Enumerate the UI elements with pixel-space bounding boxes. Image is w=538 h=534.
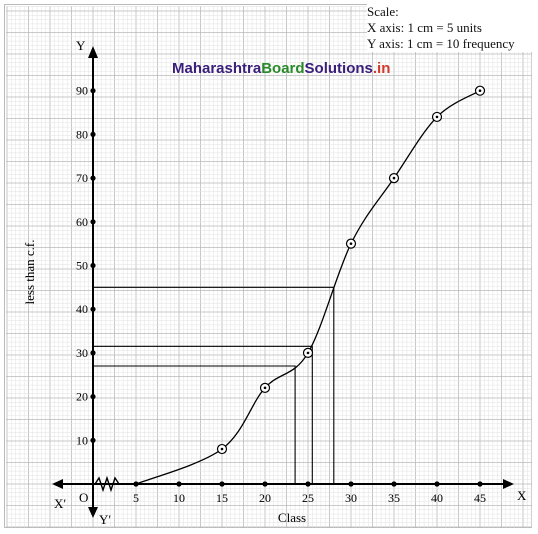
- x-axis-arrow-right: [503, 479, 514, 489]
- x-tick-label: 5: [133, 491, 139, 505]
- y-tick: [90, 262, 96, 269]
- y-tick: [90, 88, 96, 94]
- reference-line: [93, 365, 296, 484]
- labels: X X′ Y Y′ O Class less than c.f.: [22, 38, 527, 527]
- x-tick-label: 10: [173, 491, 185, 505]
- data-point-center: [220, 447, 224, 451]
- x-tick-label: 45: [474, 491, 486, 505]
- x-tick: [434, 481, 440, 487]
- x-tick-label: 15: [216, 491, 228, 505]
- x-axis-title: Class: [278, 510, 306, 525]
- y-tick: [90, 306, 96, 312]
- reference-line: [93, 345, 313, 484]
- x-axis-letter: X: [517, 488, 527, 503]
- y-axis-letter: Y: [76, 38, 86, 53]
- y-tick: [90, 131, 96, 137]
- y-tick: [90, 219, 96, 225]
- x-axis-arrow-left: [52, 479, 63, 489]
- scale-note: Scale: X axis: 1 cm = 5 units Y axis: 1 …: [367, 4, 535, 52]
- x-tick: [305, 481, 311, 487]
- data-point-center: [392, 176, 396, 180]
- x-tick-label: 40: [431, 491, 443, 505]
- y-tick: [90, 394, 96, 400]
- data-point-center: [478, 89, 482, 92]
- axes: [52, 46, 514, 518]
- watermark-part2: Board: [261, 60, 305, 77]
- y-tick-label: 80: [76, 127, 88, 141]
- x-tick: [477, 481, 483, 487]
- data-point-center: [263, 386, 267, 390]
- x-tick-label: 25: [302, 491, 314, 505]
- y-neg-axis-letter: Y′: [99, 512, 111, 527]
- y-tick-label: 50: [76, 259, 88, 273]
- data-point-center: [349, 242, 353, 245]
- ticks: 5 10 15 20 25 30 35 40 45 10 20 30 40 50 60 70 80 90: [76, 84, 486, 505]
- x-tick: [262, 481, 268, 487]
- scale-y-line: Y axis: 1 cm = 10 frequency: [367, 36, 515, 51]
- x-tick: [391, 481, 397, 487]
- watermark-part3: Solutions: [304, 60, 373, 77]
- axis-break: [94, 475, 120, 493]
- watermark-logo: MaharashtraBoardSolutions.in: [172, 60, 390, 77]
- y-axis-arrow-down: [88, 507, 98, 518]
- x-tick: [348, 481, 354, 487]
- scale-heading: Scale:: [367, 4, 399, 19]
- x-tick-label: 30: [345, 491, 357, 505]
- origin-label: O: [79, 490, 88, 505]
- x-tick-label: 20: [259, 491, 271, 505]
- y-tick: [90, 437, 96, 443]
- y-tick-label: 20: [76, 390, 88, 404]
- y-tick-label: 30: [76, 346, 88, 360]
- y-tick-label: 10: [76, 433, 88, 447]
- data-point-center: [435, 115, 439, 119]
- x-tick: [176, 481, 182, 487]
- scale-x-line: X axis: 1 cm = 5 units: [367, 20, 482, 35]
- y-tick: [90, 175, 96, 181]
- watermark-part1: Maharashtra: [172, 60, 262, 77]
- y-tick: [90, 350, 96, 356]
- y-tick-label: 40: [76, 302, 88, 316]
- data-point-center: [306, 351, 310, 355]
- x-tick: [219, 481, 225, 487]
- x-neg-axis-letter: X′: [54, 496, 66, 511]
- y-axis-arrow-up: [88, 46, 98, 58]
- y-tick-label: 90: [76, 84, 88, 98]
- y-axis-title: less than c.f.: [22, 240, 37, 305]
- data-points: [216, 85, 486, 455]
- y-tick-label: 70: [76, 171, 88, 185]
- x-tick-label: 35: [388, 491, 400, 505]
- y-tick-label: 60: [76, 215, 88, 229]
- watermark-part4: .in: [372, 60, 391, 77]
